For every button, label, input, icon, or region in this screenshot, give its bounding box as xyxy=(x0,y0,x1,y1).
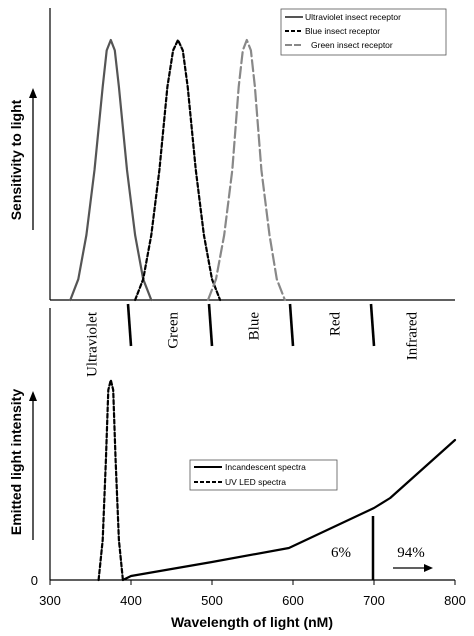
bottom-series-line-1 xyxy=(97,378,125,582)
x-tick-label-4: 700 xyxy=(363,593,385,608)
bottom-series-line-0 xyxy=(121,438,457,582)
x-tick-label-1: 400 xyxy=(120,593,142,608)
top-legend-box xyxy=(280,8,447,56)
band-boundary-2 xyxy=(288,303,295,347)
top-chart: Sensitivity to light Ultraviolet insect … xyxy=(8,8,455,302)
bottom-x-axis-label: Wavelength of light (nM) xyxy=(171,614,333,630)
bottom-legend-box xyxy=(189,459,338,491)
legend-label-uv-led: UV LED spectra xyxy=(225,477,286,487)
legend-entry-uv: Ultraviolet insect receptor xyxy=(285,12,401,22)
top-series-group xyxy=(69,38,286,302)
legend-label-incandescent: Incandescent spectra xyxy=(225,462,306,472)
arrow-94-head xyxy=(424,564,433,572)
legend-entry-blue: Blue insect receptor xyxy=(285,26,380,36)
band-boundary-0 xyxy=(126,303,133,347)
x-tick-label-0: 300 xyxy=(39,593,61,608)
band-label-0: Ultraviolet xyxy=(85,311,101,377)
band-boundary-1 xyxy=(207,303,214,347)
legend-entry-green: Green insect receptor xyxy=(285,40,393,50)
band-label-1: Green xyxy=(166,312,182,349)
top-series-line-2 xyxy=(206,38,286,302)
legend-entry-uv-led: UV LED spectra xyxy=(194,477,286,487)
band-boundary-3 xyxy=(369,303,376,347)
top-legend: Ultraviolet insect receptor Blue insect … xyxy=(280,8,447,56)
legend-label-uv: Ultraviolet insect receptor xyxy=(305,12,401,22)
bottom-series-group xyxy=(97,378,457,582)
top-series-line-1 xyxy=(134,38,222,302)
legend-label-blue: Blue insect receptor xyxy=(305,26,380,36)
bottom-y-tick-0: 0 xyxy=(31,573,38,588)
bottom-chart: Emitted light intensity 0 300 400 500 600 70… xyxy=(8,308,466,630)
legend-label-green: Green insect receptor xyxy=(311,40,393,50)
annotation-6-percent: 6% xyxy=(331,545,351,561)
bottom-y-arrowhead xyxy=(29,391,37,401)
x-tick-label-3: 600 xyxy=(282,593,304,608)
legend-entry-incandescent: Incandescent spectra xyxy=(194,462,306,472)
top-y-arrowhead xyxy=(29,88,37,98)
x-tick-label-2: 500 xyxy=(201,593,223,608)
annotation-94-percent: 94% xyxy=(397,545,425,561)
band-label-4: Infrared xyxy=(404,312,420,361)
bottom-x-ticks: 300 400 500 600 700 800 xyxy=(39,580,466,608)
top-series-line-0 xyxy=(69,38,153,302)
spectrum-bands: Ultraviolet Green Blue Red Infrared xyxy=(85,303,420,377)
x-tick-label-5: 800 xyxy=(444,593,466,608)
band-label-3: Red xyxy=(328,312,344,337)
bottom-legend: Incandescent spectra UV LED spectra xyxy=(189,459,338,491)
bottom-y-axis-label: Emitted light intensity xyxy=(8,389,24,535)
band-label-2: Blue xyxy=(247,312,263,341)
top-y-axis-label: Sensitivity to light xyxy=(8,99,24,220)
